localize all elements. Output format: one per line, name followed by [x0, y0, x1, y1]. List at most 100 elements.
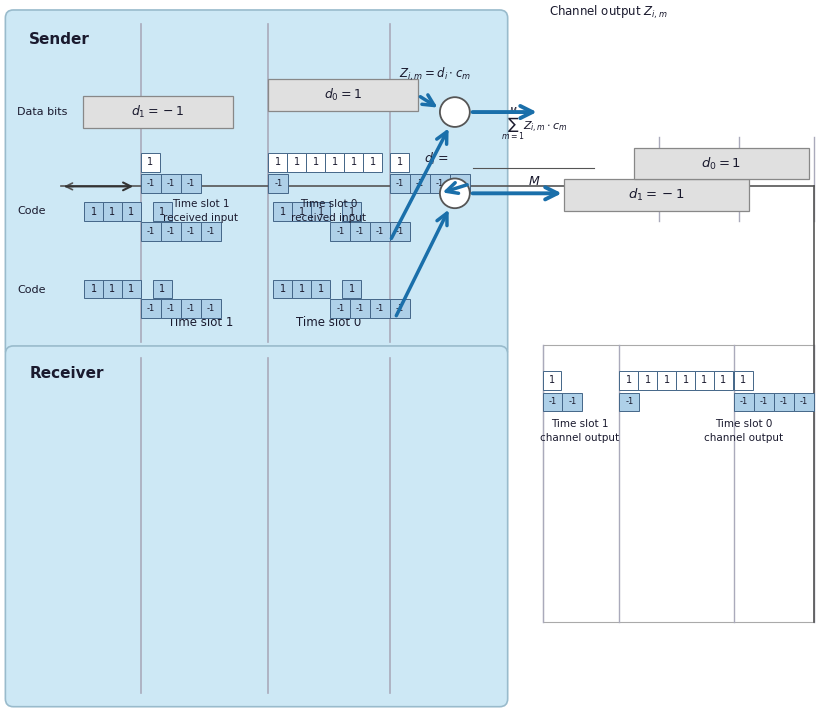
Bar: [141, 174, 161, 193]
Bar: [658, 370, 676, 390]
Bar: [620, 393, 639, 411]
Bar: [161, 222, 181, 241]
Text: -1: -1: [356, 304, 365, 313]
Bar: [181, 174, 200, 193]
Text: 1: 1: [110, 284, 116, 294]
Text: 1: 1: [397, 157, 403, 167]
Bar: [754, 393, 774, 411]
Bar: [161, 299, 181, 318]
Bar: [714, 370, 733, 390]
Bar: [325, 153, 344, 172]
Bar: [84, 202, 103, 221]
Text: 1: 1: [159, 284, 165, 294]
Text: 1: 1: [720, 375, 727, 385]
Text: -1: -1: [436, 180, 444, 188]
Text: -1: -1: [336, 227, 344, 236]
Text: 1: 1: [318, 207, 324, 217]
Bar: [734, 393, 754, 411]
Bar: [311, 202, 330, 221]
Text: $Z_{i,m} = d_i \cdot c_m$: $Z_{i,m} = d_i \cdot c_m$: [399, 65, 471, 83]
Text: -1: -1: [147, 227, 155, 236]
Text: 1: 1: [159, 207, 165, 217]
Text: -1: -1: [356, 227, 365, 236]
Text: -1: -1: [760, 398, 768, 406]
Text: -1: -1: [275, 180, 283, 188]
Text: -1: -1: [206, 304, 214, 313]
Text: Data bits: Data bits: [17, 107, 68, 117]
Bar: [342, 202, 361, 221]
Text: -1: -1: [167, 180, 175, 188]
Text: $d_1 = -1$: $d_1 = -1$: [629, 187, 685, 203]
Bar: [695, 370, 714, 390]
Bar: [311, 279, 330, 299]
Bar: [306, 153, 325, 172]
Text: Time slot 0: Time slot 0: [295, 316, 361, 329]
Bar: [564, 180, 749, 211]
Bar: [103, 279, 122, 299]
Text: -1: -1: [799, 398, 808, 406]
Bar: [153, 202, 172, 221]
Text: -1: -1: [186, 227, 195, 236]
Text: Time slot 1: Time slot 1: [168, 316, 233, 329]
Text: 1: 1: [148, 157, 153, 167]
Bar: [181, 299, 200, 318]
Bar: [200, 299, 220, 318]
Text: -1: -1: [625, 398, 634, 406]
Circle shape: [440, 179, 469, 208]
Bar: [620, 370, 639, 390]
Bar: [141, 222, 161, 241]
Text: -1: -1: [167, 304, 175, 313]
Bar: [181, 222, 200, 241]
Text: -1: -1: [455, 180, 464, 188]
Bar: [350, 299, 370, 318]
Text: 1: 1: [129, 284, 134, 294]
Text: 1: 1: [701, 375, 708, 385]
Bar: [450, 174, 469, 193]
Text: 1: 1: [313, 157, 319, 167]
Bar: [122, 279, 141, 299]
Text: 1: 1: [332, 157, 337, 167]
Text: 1: 1: [663, 375, 670, 385]
Text: 1: 1: [318, 284, 324, 294]
Text: 1: 1: [280, 207, 286, 217]
Bar: [543, 393, 563, 411]
Bar: [161, 174, 181, 193]
Bar: [390, 299, 410, 318]
Bar: [122, 202, 141, 221]
Text: -1: -1: [167, 227, 175, 236]
Bar: [330, 299, 350, 318]
Text: 1: 1: [91, 284, 97, 294]
Bar: [370, 299, 390, 318]
Text: Time slot 1
channel output: Time slot 1 channel output: [540, 419, 619, 443]
Bar: [634, 148, 808, 180]
Bar: [83, 96, 233, 128]
Text: -1: -1: [147, 180, 155, 188]
Bar: [390, 174, 410, 193]
Text: Receiver: Receiver: [30, 365, 104, 381]
Text: -1: -1: [416, 180, 424, 188]
Text: -1: -1: [396, 227, 404, 236]
Bar: [430, 174, 450, 193]
Text: -1: -1: [147, 304, 155, 313]
Bar: [344, 153, 363, 172]
Bar: [273, 279, 292, 299]
Text: -1: -1: [396, 180, 404, 188]
Text: -1: -1: [549, 398, 557, 406]
Text: 1: 1: [280, 284, 286, 294]
Bar: [103, 202, 122, 221]
Text: Code: Code: [17, 286, 46, 295]
Text: 1: 1: [129, 207, 134, 217]
Bar: [84, 279, 103, 299]
Text: Time slot 1
received input: Time slot 1 received input: [163, 199, 238, 223]
Bar: [273, 202, 292, 221]
Circle shape: [440, 97, 469, 127]
Text: Time slot 0
channel output: Time slot 0 channel output: [705, 419, 784, 443]
Text: 1: 1: [110, 207, 116, 217]
Bar: [390, 222, 410, 241]
Bar: [141, 153, 160, 172]
Text: 1: 1: [299, 284, 305, 294]
Bar: [342, 279, 361, 299]
Text: -1: -1: [336, 304, 344, 313]
Text: 1: 1: [740, 375, 747, 385]
Text: Code: Code: [17, 206, 46, 216]
